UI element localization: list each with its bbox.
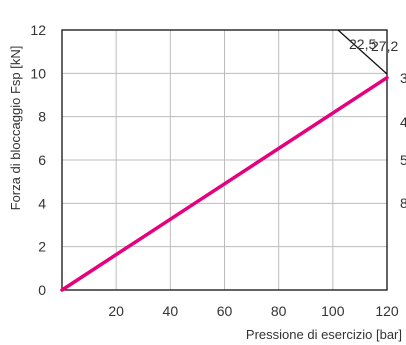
y-tick-label: 4 [38,195,46,211]
max-boundary-line [337,29,388,75]
x-tick-labels: 20 40 60 80 100 120 [108,303,399,319]
y-tick-label: 12 [30,22,46,38]
y-tick-labels: 0 2 4 6 8 10 12 [30,22,46,298]
x-tick-label: 40 [163,303,179,319]
y-tick-label: 10 [30,65,46,81]
grid [62,30,387,290]
y-tick-label: 6 [38,152,46,168]
plot-frame [61,29,388,291]
annotation-right-4: 8 [400,195,406,211]
y-tick-label: 8 [38,109,46,125]
annotation-right-3: 5 [400,152,406,168]
annotation-top-2: 27,2 [371,38,398,54]
y-tick-label: 2 [38,239,46,255]
x-tick-label: 80 [271,303,287,319]
series-line [60,75,389,292]
x-axis-label: Pressione di esercizio [bar] [246,327,402,342]
x-tick-label: 20 [108,303,124,319]
x-tick-label: 60 [217,303,233,319]
annotation-right-2: 4 [400,114,406,130]
y-axis-label: Forza di bloccaggio Fsp [kN] [8,46,23,211]
x-tick-label: 120 [375,303,399,319]
x-tick-label: 100 [321,303,345,319]
y-tick-label: 0 [38,282,46,298]
annotation-right-1: 3 [400,70,406,86]
annotation-top-1: 22,5 [349,36,376,52]
